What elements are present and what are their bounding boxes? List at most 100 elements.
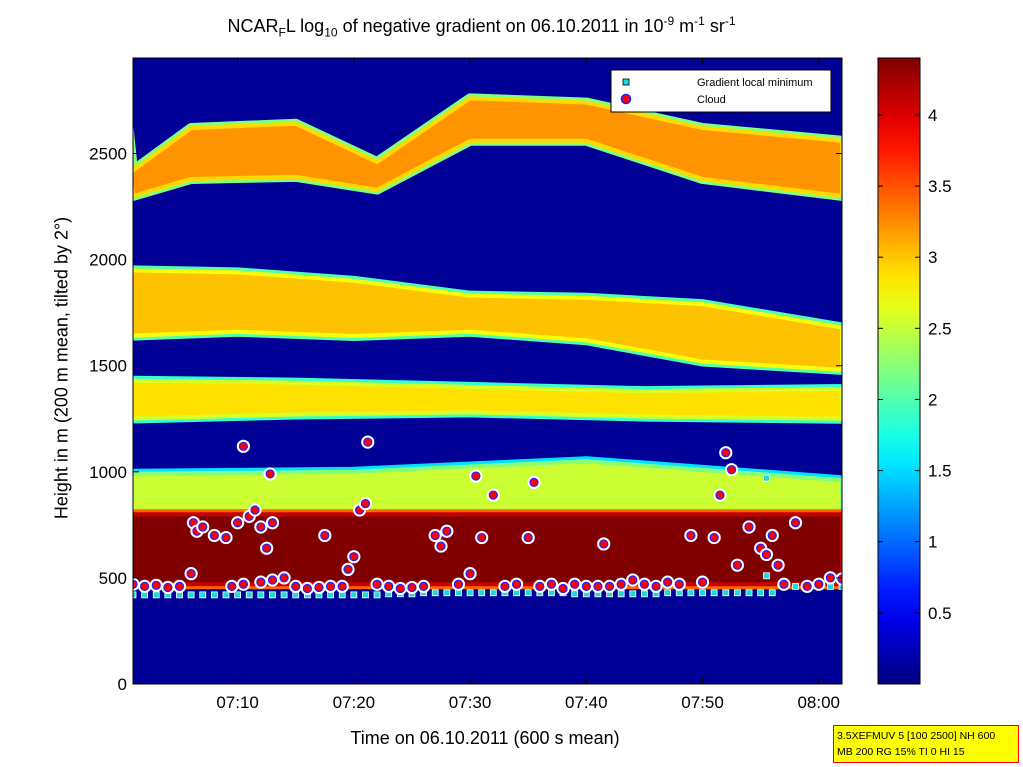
y-tick-label: 500: [99, 569, 127, 588]
colorbar-tick-label: 1: [928, 533, 937, 552]
cloud-marker-edge: [546, 579, 557, 589]
gradient-minimum-marker: [687, 589, 695, 597]
chart-title: NCARFL log10 of negative gradient on 06.…: [227, 14, 736, 40]
cloud-marker-edge: [709, 532, 719, 543]
gradient-minimum-marker: [489, 589, 497, 597]
gradient-minimum-marker: [431, 589, 439, 597]
cloud-marker-edge: [767, 530, 777, 541]
x-tick-label: 07:40: [565, 693, 608, 712]
cloud-marker-edge: [511, 579, 522, 589]
cloud-marker-edge: [174, 581, 185, 591]
cloud-marker-edge: [436, 541, 446, 551]
gradient-minimum-marker: [745, 589, 753, 597]
cloud-marker-edge: [320, 530, 330, 541]
gradient-minimum-marker: [199, 591, 207, 599]
legend: Gradient local minimum Cloud: [610, 69, 832, 113]
legend-circle-marker: [620, 93, 632, 105]
gradient-minimum-marker: [763, 572, 770, 580]
gradient-minimum-marker: [152, 591, 160, 599]
gradient-minimum-marker: [641, 590, 648, 598]
cloud-marker-edge: [256, 522, 266, 532]
heat-band: [133, 96, 842, 198]
cloud-marker-edge: [488, 490, 498, 500]
gradient-minimum-marker: [373, 591, 381, 599]
settings-info-box: 3.5XEFMUV 5 [100 2500] NH 600 MB 200 RG …: [833, 725, 1019, 763]
gradient-minimum-marker: [269, 591, 276, 599]
cloud-marker-edge: [558, 583, 568, 594]
cloud-marker-edge: [732, 560, 742, 570]
cloud-marker-edge: [291, 581, 301, 591]
cloud-marker-edge: [133, 579, 138, 589]
cloud-marker-edge: [697, 577, 708, 587]
x-tick-label: 08:00: [797, 693, 840, 712]
gradient-minimum-marker: [478, 589, 486, 597]
cloud-marker-edge: [314, 582, 324, 593]
gradient-minimum-marker: [838, 582, 842, 590]
cloud-marker-edge: [343, 564, 353, 575]
gradient-minimum-marker: [443, 589, 451, 597]
cloud-marker-edge: [337, 581, 347, 591]
gradient-minimum-marker: [757, 589, 765, 597]
cloud-marker-edge: [715, 490, 725, 500]
legend-square-marker: [622, 78, 630, 86]
cloud-marker-edge: [604, 581, 615, 591]
gradient-minimum-marker: [350, 591, 358, 599]
cloud-marker-edge: [814, 579, 824, 589]
gradient-minimum-marker: [768, 589, 776, 597]
gradient-minimum-marker: [733, 589, 741, 597]
cloud-marker-edge: [500, 581, 510, 591]
gradient-minimum-marker: [763, 474, 770, 482]
cloud-marker-edge: [535, 581, 545, 591]
legend-label: Cloud: [697, 94, 726, 106]
heat-band: [133, 268, 842, 372]
cloud-marker-edge: [363, 437, 373, 447]
cloud-marker-edge: [302, 583, 312, 594]
cloud-marker-edge: [360, 499, 371, 509]
gradient-minimum-marker: [699, 589, 706, 597]
heat-band: [133, 512, 842, 587]
info-line-1: 3.5XEFMUV 5 [100 2500] NH 600: [837, 730, 996, 742]
gradient-minimum-marker: [792, 582, 799, 590]
cloud-marker-edge: [529, 477, 539, 488]
cloud-marker-edge: [238, 441, 249, 451]
gradient-minimum-marker: [362, 591, 369, 599]
colorbar-gradient: [877, 57, 921, 685]
cloud-marker-edge: [267, 518, 278, 528]
cloud-marker-edge: [477, 532, 487, 543]
x-tick-label: 07:50: [681, 693, 724, 712]
legend-label: Gradient local minimum: [697, 77, 813, 89]
y-tick-label: 1000: [89, 463, 127, 482]
gradient-minimum-marker: [210, 591, 218, 599]
cloud-marker-edge: [325, 581, 336, 591]
plot-area: [133, 58, 842, 684]
y-tick-label: 1500: [89, 357, 127, 376]
cloud-marker-edge: [233, 518, 243, 528]
cloud-marker-edge: [430, 530, 440, 541]
gradient-minimum-marker: [710, 589, 718, 597]
legend-box: [610, 69, 832, 113]
cloud-marker-edge: [209, 530, 219, 541]
cloud-marker-edge: [773, 560, 783, 570]
gradient-minimum-marker: [722, 589, 730, 597]
cloud-marker-edge: [279, 573, 289, 583]
gradient-minimum-marker: [280, 591, 288, 599]
cloud-marker-edge: [227, 581, 237, 591]
colorbar-tick-label: 3: [928, 248, 937, 267]
colorbar-tick-label: 3.5: [928, 177, 952, 196]
cloud-marker-edge: [802, 581, 812, 591]
cloud-marker-edge: [198, 522, 208, 532]
axes: 0 500 1000 1500 2000 2500 07:10 07:20 07:30 07:40…: [89, 57, 843, 712]
cloud-marker-edge: [407, 582, 417, 593]
cloud-marker-edge: [395, 583, 405, 594]
heat-band: [133, 378, 842, 421]
gradient-minimum-marker: [133, 591, 137, 599]
cloud-marker-edge: [651, 581, 661, 591]
cloud-marker-edge: [250, 505, 260, 515]
gradient-minimum-marker: [245, 591, 253, 599]
cloud-marker-edge: [761, 549, 772, 560]
colorbar: 0.5 1 1.5 2 2.5 3 3.5 4: [877, 57, 952, 685]
cloud-marker-edge: [721, 448, 731, 458]
cloud-marker-edge: [256, 577, 266, 587]
